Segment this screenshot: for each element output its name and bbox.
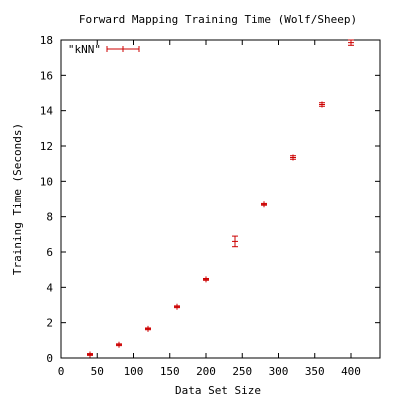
x-tick-label: 200 xyxy=(196,365,216,378)
y-tick-label: 18 xyxy=(40,34,53,47)
data-point xyxy=(261,201,267,208)
y-tick-label: 4 xyxy=(46,281,53,294)
plot-frame xyxy=(60,39,381,359)
x-tick-label: 150 xyxy=(160,365,180,378)
data-marks xyxy=(87,39,354,358)
y-tick-label: 16 xyxy=(40,69,53,82)
y-tick-label: 12 xyxy=(40,140,53,153)
legend-label: "kNN" xyxy=(68,43,101,56)
x-tick-label: 400 xyxy=(341,365,361,378)
data-point xyxy=(174,303,180,310)
legend: "kNN" xyxy=(68,43,140,56)
x-tick-label: 100 xyxy=(124,365,144,378)
y-tick-label: 6 xyxy=(46,246,53,259)
y-tick-label: 8 xyxy=(46,211,53,224)
data-point xyxy=(319,101,325,108)
data-point xyxy=(116,341,122,348)
chart-title: Forward Mapping Training Time (Wolf/Shee… xyxy=(79,13,357,26)
y-tick-label: 14 xyxy=(40,105,54,118)
y-tick-label: 10 xyxy=(40,175,53,188)
y-axis-label: Training Time (Seconds) xyxy=(11,123,24,275)
data-point xyxy=(145,325,151,332)
y-tick-label: 0 xyxy=(46,352,53,365)
data-point xyxy=(203,276,209,283)
data-point xyxy=(348,39,354,46)
legend-errorbar-sample xyxy=(106,46,140,52)
x-axis-label: Data Set Size xyxy=(175,384,261,397)
data-point xyxy=(87,351,93,358)
x-tick-label: 300 xyxy=(269,365,289,378)
data-point xyxy=(232,235,238,248)
x-tick-label: 350 xyxy=(305,365,325,378)
data-point xyxy=(290,154,296,161)
x-tick-label: 250 xyxy=(232,365,252,378)
x-tick-label: 50 xyxy=(91,365,104,378)
axis-ticks: 0 50 100 150 200 250 300 350 400 0 2 4 6 8 10 12 14 16 18 xyxy=(40,34,380,378)
y-tick-label: 2 xyxy=(46,317,53,330)
x-tick-label: 0 xyxy=(58,365,65,378)
